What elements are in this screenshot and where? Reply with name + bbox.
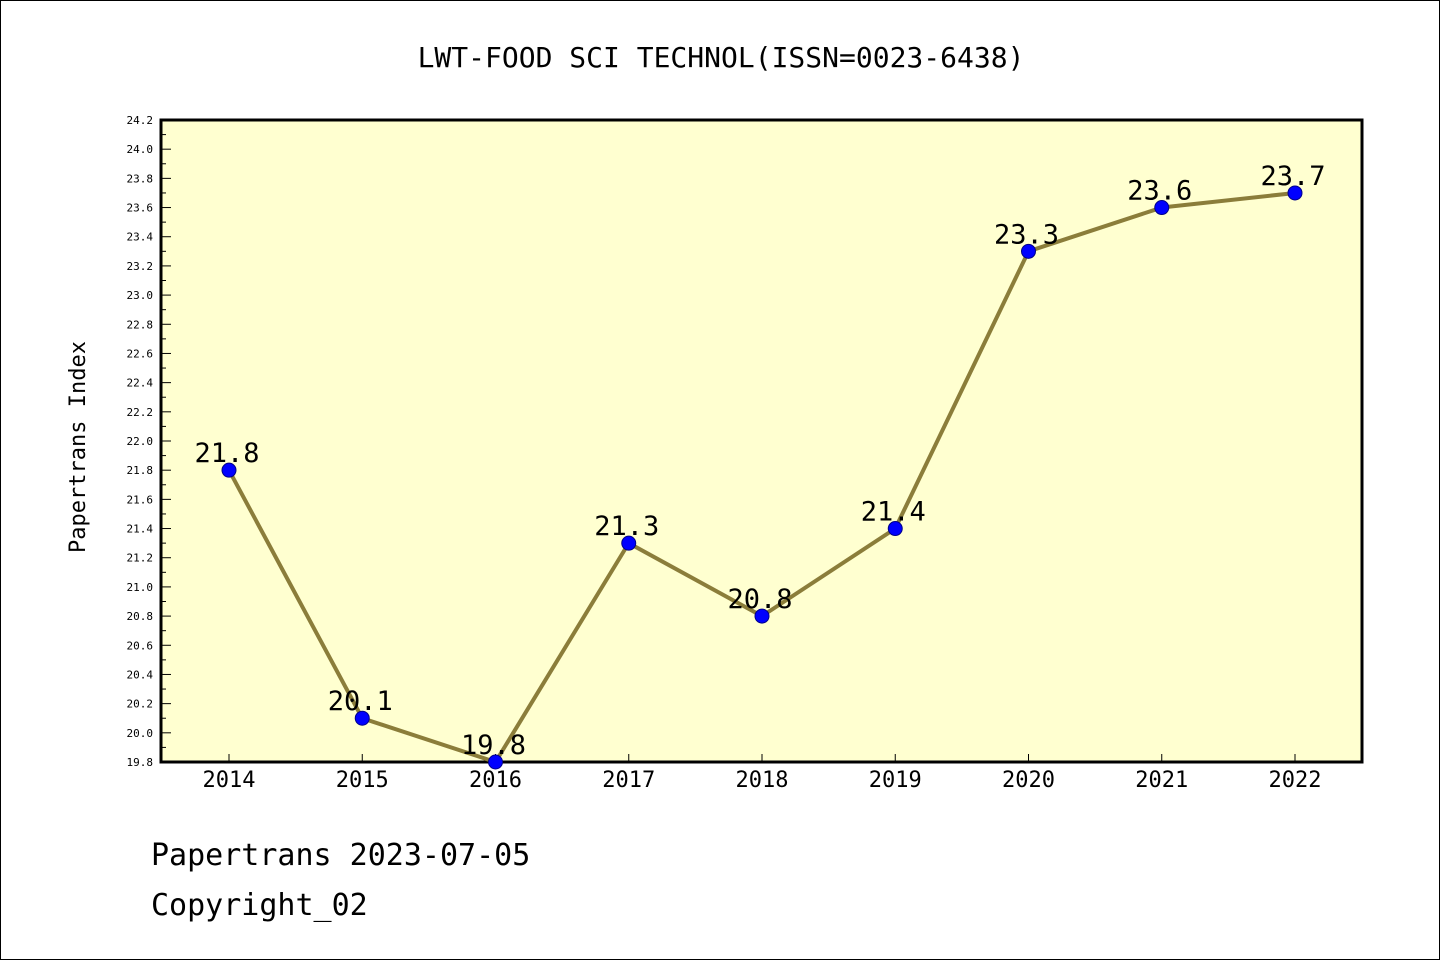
data-point-label: 23.7 [1260, 161, 1325, 192]
data-markers [221, 185, 1303, 770]
data-point-marker [887, 521, 903, 537]
data-point-label: 23.3 [994, 219, 1059, 250]
data-point-label: 21.8 [194, 438, 259, 469]
x-tick-label: 2020 [1002, 768, 1055, 793]
x-tick-label: 2017 [602, 768, 655, 793]
data-point-marker [221, 462, 237, 478]
x-tick-label: 2019 [869, 768, 922, 793]
x-tick-label: 2014 [203, 768, 256, 793]
data-point-marker [1287, 185, 1303, 201]
y-tick-label: 21.6 [127, 493, 154, 506]
x-tick-label: 2021 [1135, 768, 1188, 793]
y-tick-label: 22.2 [127, 406, 154, 419]
y-tick-label: 22.4 [127, 377, 154, 390]
data-point-label: 20.8 [727, 584, 792, 615]
data-point-marker [354, 710, 370, 726]
y-tick-label: 20.8 [127, 610, 154, 623]
y-tick-label: 21.4 [127, 523, 154, 536]
x-tick-label: 2015 [336, 768, 389, 793]
y-axis-ticks: 19.8 20.0 20.2 20.4 20.6 20.8 21.0 21.2 21.4 21.6… [127, 114, 171, 769]
data-labels: 21.8 20.1 19.8 21.3 20.8 21.4 23.3 23.6 23.7 [194, 161, 1325, 761]
data-point-marker [488, 754, 503, 770]
x-tick-label: 2016 [469, 768, 522, 793]
footer-copyright: Copyright_02 [151, 888, 368, 923]
y-tick-label: 20.6 [127, 639, 154, 652]
x-tick-label: 2022 [1269, 768, 1322, 793]
y-tick-label: 22.0 [127, 435, 154, 448]
data-point-label: 21.3 [594, 511, 659, 542]
y-tick-label: 23.0 [127, 289, 154, 302]
x-axis-ticks: 2014 2015 2016 2017 2018 2019 2020 2021 2022 [203, 754, 1322, 793]
y-tick-label: 19.8 [127, 756, 154, 769]
data-point-label: 23.6 [1127, 176, 1192, 207]
y-tick-label: 21.0 [127, 581, 154, 594]
y-tick-label: 20.2 [127, 698, 154, 711]
data-point-marker [621, 535, 637, 551]
y-tick-label: 20.0 [127, 727, 154, 740]
y-tick-label: 20.4 [127, 668, 154, 681]
data-point-label: 21.4 [861, 497, 926, 528]
y-tick-label: 22.8 [127, 318, 154, 331]
y-tick-label: 22.6 [127, 347, 154, 360]
data-point-marker [754, 608, 770, 624]
y-tick-label: 21.2 [127, 552, 154, 565]
chart-title: LWT-FOOD SCI TECHNOL(ISSN=0023-6438) [418, 41, 1025, 74]
data-point-label: 19.8 [461, 730, 526, 761]
data-point-label: 20.1 [328, 686, 393, 717]
x-tick-label: 2018 [736, 768, 789, 793]
y-tick-label: 23.2 [127, 260, 154, 273]
footer-date: Papertrans 2023-07-05 [151, 838, 530, 873]
data-point-marker [1154, 200, 1170, 216]
y-tick-label: 23.8 [127, 172, 154, 185]
plot-area [159, 118, 1364, 764]
y-tick-label: 24.0 [127, 143, 154, 156]
y-tick-label: 23.4 [127, 231, 154, 244]
y-tick-label: 23.6 [127, 202, 154, 215]
y-tick-label: 24.2 [127, 114, 154, 127]
y-tick-label: 21.8 [127, 464, 154, 477]
data-point-marker [1021, 243, 1036, 259]
y-axis-label: Papertrans Index [66, 341, 91, 553]
